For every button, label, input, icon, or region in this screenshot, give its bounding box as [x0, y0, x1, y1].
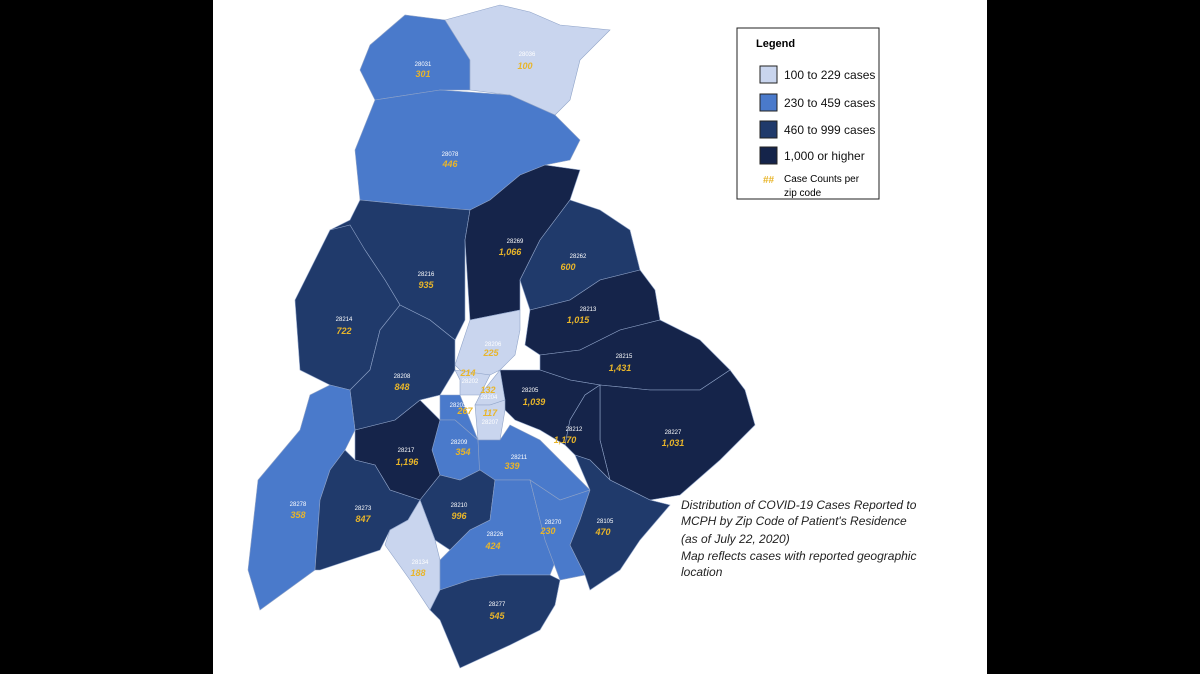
legend-label: 100 to 229 cases [784, 68, 875, 82]
legend-swatch [759, 65, 778, 84]
zip-region [444, 4, 611, 116]
case-count: 225 [482, 348, 499, 358]
zip-code: 28212 [566, 427, 583, 433]
zip-region [454, 369, 491, 396]
legend-label: 460 to 999 cases [784, 123, 875, 137]
zip-code: 28210 [451, 503, 468, 509]
zip-code: 28269 [507, 239, 524, 245]
zip-code: 28270 [545, 520, 562, 526]
case-count: 339 [504, 461, 519, 471]
zip-code: 28031 [415, 62, 432, 68]
case-count: 230 [539, 526, 555, 536]
case-count: 424 [484, 541, 500, 551]
regions [247, 4, 756, 669]
case-count: 1,170 [554, 435, 577, 445]
case-count: 600 [560, 262, 575, 272]
caption-line: MCPH by Zip Code of Patient's Residence [681, 514, 907, 528]
case-count: 1,015 [567, 315, 591, 325]
zip-code: 28213 [580, 307, 597, 313]
zip-code: 28134 [412, 560, 429, 566]
legend-swatch [759, 93, 778, 112]
zip-code: 28211 [511, 455, 528, 461]
zip-code: 28262 [570, 254, 587, 260]
zip-code: 28209 [451, 440, 468, 446]
zip-code: 28105 [597, 519, 614, 525]
zip-code: 28214 [336, 317, 353, 323]
case-count: 722 [336, 326, 351, 336]
case-count: 470 [594, 527, 610, 537]
case-count: 267 [456, 406, 473, 416]
zip-region [569, 454, 671, 591]
zip-code: 28273 [355, 506, 372, 512]
case-count: 446 [441, 159, 458, 169]
caption-line: Map reflects cases with reported geograp… [681, 549, 916, 563]
case-count: 545 [489, 611, 505, 621]
case-count: 100 [517, 61, 532, 71]
case-count: 301 [415, 69, 430, 79]
case-count: 117 [483, 408, 498, 418]
zip-region [349, 304, 456, 431]
legend-note: zip code [784, 188, 822, 199]
caption-line: Distribution of COVID-19 Cases Reported … [681, 498, 917, 512]
legend-swatch [759, 120, 778, 139]
case-count: 847 [355, 514, 371, 524]
zip-code: 28277 [489, 602, 506, 608]
legend-label: 230 to 459 cases [784, 96, 875, 110]
legend-swatch [759, 146, 778, 165]
case-count: 358 [290, 510, 305, 520]
zip-code: 28217 [398, 448, 415, 454]
zip-code: 28207 [482, 420, 499, 426]
zip-code: 28215 [616, 354, 633, 360]
zip-code: 28202 [462, 379, 479, 385]
zip-code: 28206 [485, 342, 502, 348]
zip-code: 28208 [394, 374, 411, 380]
caption-line: location [681, 565, 723, 579]
zip-code: 28036 [519, 52, 536, 58]
case-count: 214 [459, 368, 475, 378]
case-count: 935 [418, 280, 434, 290]
case-count: 1,196 [396, 457, 420, 467]
zip-code: 28204 [481, 395, 498, 401]
case-count: 354 [455, 447, 470, 457]
zip-code: 28078 [442, 152, 459, 158]
caption: Distribution of COVID-19 Cases Reported … [681, 498, 917, 579]
zip-region [429, 574, 561, 669]
case-count: 1,066 [499, 247, 523, 257]
case-count: 1,031 [662, 438, 685, 448]
case-count: 188 [410, 568, 425, 578]
case-count: 848 [394, 382, 409, 392]
zip-code: 28216 [418, 272, 435, 278]
case-count: 996 [451, 511, 467, 521]
zip-code: 28205 [522, 388, 539, 394]
zip-code: 28203 [450, 403, 467, 409]
zip-code: 28278 [290, 502, 307, 508]
caption-line: (as of July 22, 2020) [681, 532, 790, 546]
zip-code: 28226 [487, 532, 504, 538]
legend-title: Legend [756, 38, 795, 50]
legend-box [736, 27, 880, 200]
legend: 100 to 229 cases 230 to 459 cases 460 to 9… [759, 65, 875, 165]
legend-note: Case Counts per [784, 174, 860, 185]
case-count: 132 [480, 385, 495, 395]
legend-label: 1,000 or higher [784, 149, 865, 163]
case-count: 1,431 [609, 363, 632, 373]
zip-code: 28227 [665, 430, 682, 436]
case-count: 1,039 [523, 397, 546, 407]
legend-marker: ## [763, 175, 775, 186]
